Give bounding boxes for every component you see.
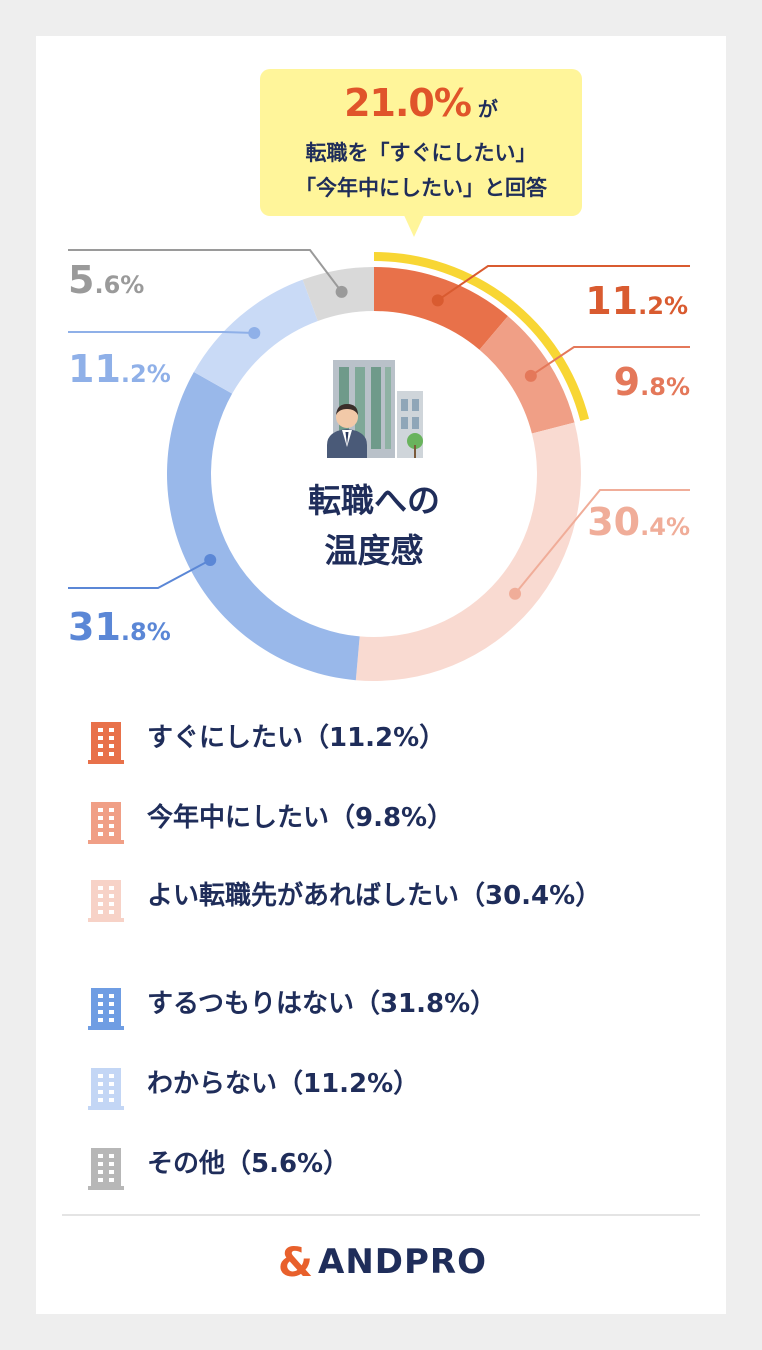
building-legend-icon — [88, 802, 124, 844]
leader-line — [68, 331, 255, 334]
building-legend-icon — [88, 1148, 124, 1190]
legend-item-label: すぐにしたい（11.2%） — [147, 723, 446, 753]
leader-dot — [248, 326, 261, 339]
callout-headline-suffix: が — [477, 97, 498, 121]
footer-divider — [62, 1214, 700, 1216]
legend-item-label: 今年中にしたい（9.8%） — [147, 803, 454, 833]
callout-line-2: 転職を「すぐにしたい」 — [305, 141, 537, 165]
brand-name: ANDPRO — [318, 1242, 487, 1282]
leader-line — [530, 346, 690, 377]
slice-value-label: 11.2% — [68, 347, 171, 391]
legend-item-label: その他（5.6%） — [147, 1149, 350, 1179]
legend-item-label: するつもりはない（31.8%） — [147, 989, 497, 1019]
donut-slice — [374, 267, 508, 350]
legend-item-label: よい転職先があればしたい（30.4%） — [147, 881, 602, 911]
building-legend-icon — [88, 1068, 124, 1110]
legend-item-label: わからない（11.2%） — [147, 1069, 420, 1099]
center-title-line-1: 転職への — [308, 481, 440, 520]
building-legend-icon — [88, 880, 124, 922]
callout-tail — [403, 213, 425, 237]
building-legend-icon — [88, 988, 124, 1030]
slice-value-label: 9.8% — [614, 360, 690, 404]
leader-line — [68, 249, 343, 293]
callout-line-3: 「今年中にしたい」と回答 — [295, 176, 547, 200]
leader-line — [437, 265, 690, 302]
callout-bubble: 21.0% が 転職を「すぐにしたい」 「今年中にしたい」と回答 — [260, 69, 582, 216]
leader-dot — [335, 285, 348, 298]
ampersand-logo-icon: & — [278, 1240, 313, 1284]
donut-slice — [355, 422, 581, 681]
donut-slice — [167, 372, 360, 681]
callout-headline: 21.0% が — [260, 81, 582, 125]
chart-center-title: 転職への 温度感 — [272, 476, 476, 576]
donut-chart: 11.2% 9.8% 30.4% 31.8% 11.2% 5.6% — [68, 249, 690, 681]
leader-dot — [509, 587, 522, 600]
leader-dot — [431, 294, 444, 307]
callout-headline-value: 21.0% — [344, 81, 472, 125]
leader-dot — [204, 554, 217, 567]
slice-value-label: 5.6% — [68, 258, 144, 302]
slice-value-label: 30.4% — [587, 500, 690, 544]
building-legend-icon — [88, 722, 124, 764]
logo-mark-text: & — [278, 1240, 313, 1284]
leader-line — [514, 489, 690, 595]
leader-line — [68, 559, 211, 589]
center-title-line-2: 温度感 — [324, 531, 424, 570]
leader-dot — [524, 369, 537, 382]
highlight-arc — [374, 252, 590, 422]
office-building-icon — [327, 360, 423, 458]
slice-value-label: 11.2% — [585, 279, 688, 323]
slice-value-label: 31.8% — [68, 605, 171, 649]
